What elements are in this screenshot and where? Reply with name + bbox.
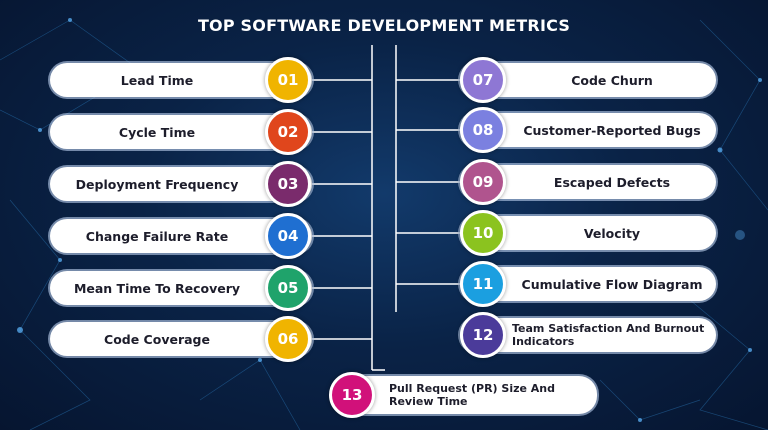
metric-number: 08 — [460, 107, 506, 153]
metric-number: 10 — [460, 210, 506, 256]
metric-label: Lead Time — [120, 72, 194, 88]
metric-number: 12 — [460, 312, 506, 358]
metric-number: 13 — [329, 372, 375, 418]
metric-label: Cumulative Flow Diagram — [521, 276, 703, 292]
connectors — [312, 45, 460, 371]
metric-number: 11 — [460, 261, 506, 307]
metric-label: Customer-Reported Bugs — [523, 122, 701, 138]
metric-label: Team Satisfaction And Burnout Indicators — [512, 322, 705, 348]
metric-number: 01 — [265, 57, 311, 103]
metric-label: Code Coverage — [104, 331, 210, 347]
metric-label: Change Failure Rate — [85, 228, 229, 244]
metric-card: Pull Request (PR) Size And Review Time — [345, 376, 597, 414]
metric-number: 07 — [460, 57, 506, 103]
metric-label: Deployment Frequency — [75, 176, 239, 192]
metric-number: 03 — [265, 161, 311, 207]
metric-label: Mean Time To Recovery — [73, 280, 241, 296]
metric-number: 02 — [265, 109, 311, 155]
metric-label: Escaped Defects — [553, 174, 671, 190]
metric-label: Code Churn — [571, 72, 653, 88]
metric-label: Pull Request (PR) Size And Review Time — [389, 382, 556, 408]
metric-number: 04 — [265, 213, 311, 259]
metric-label: Velocity — [583, 225, 641, 241]
metric-number: 06 — [265, 316, 311, 362]
title: TOP SOFTWARE DEVELOPMENT METRICS — [197, 16, 571, 35]
metric-number: 09 — [460, 159, 506, 205]
metric-number: 05 — [265, 265, 311, 311]
metric-label: Cycle Time — [118, 124, 196, 140]
